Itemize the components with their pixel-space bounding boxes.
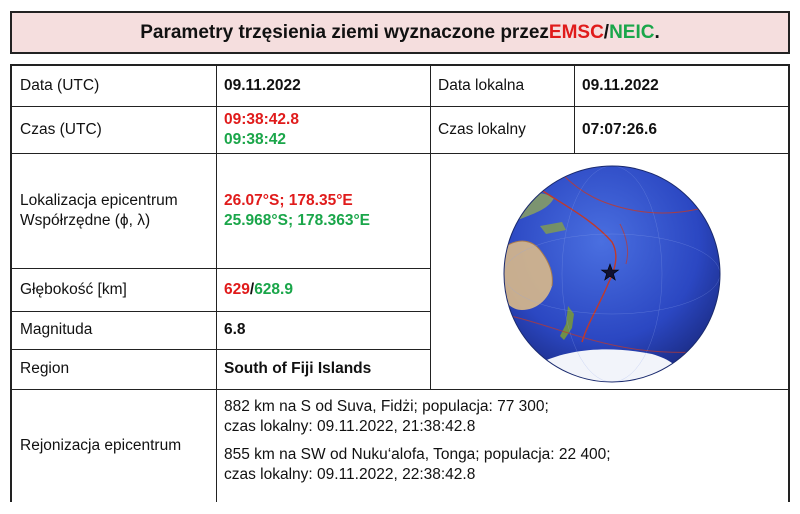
region-value: South of Fiji Islands [224, 360, 372, 377]
depth-label: Głębokość [km] [20, 280, 127, 298]
australia-landmass [504, 241, 553, 310]
local-time-value: 07:07:26.6 [582, 120, 657, 138]
title-text: Parametry trzęsienia ziemi wyznaczone pr… [140, 21, 549, 43]
regionalization-line4: czas lokalny: 09.11.2022, 22:38:42.8 [224, 466, 476, 483]
plate-boundary [531, 183, 617, 343]
epicenter-star-icon [600, 263, 620, 281]
title-neic: NEIC [609, 21, 655, 43]
magnitude-label: Magnituda [20, 321, 93, 338]
depth-emsc: 629 [224, 280, 250, 298]
regionalization-line1: 882 km na S od Suva, Fidżi; populacja: 7… [224, 398, 549, 415]
time-neic: 09:38:42 [224, 130, 287, 148]
time-utc-label: Czas (UTC) [20, 120, 102, 138]
regionalization-line3: 855 km na SW od Nuku‘alofa, Tonga; popul… [224, 446, 611, 463]
location-label-line1: Lokalizacja epicentrum [20, 191, 178, 209]
depth-separator: / [249, 280, 255, 298]
location-emsc: 26.07°S; 178.35°E [224, 191, 353, 209]
magnitude-value: 6.8 [224, 321, 246, 338]
regionalization-values: 882 km na S od Suva, Fidżi; populacja: 7… [216, 389, 788, 502]
location-values: 26.07°S; 178.35°E 25.968°S; 178.363°E [216, 153, 430, 268]
local-date-value: 09.11.2022 [582, 77, 659, 94]
page-title: Parametry trzęsienia ziemi wyznaczone pr… [10, 11, 790, 54]
local-date-label: Data lokalna [438, 77, 525, 94]
depth-neic: 628.9 [254, 280, 293, 298]
globe-map [503, 165, 721, 383]
title-emsc: EMSC [548, 21, 604, 43]
depth-values: 629/628.9 [216, 268, 430, 311]
parameters-table: Data (UTC) 09.11.2022 Data lokalna 09.11… [10, 64, 790, 502]
time-utc-values: 09:38:42.8 09:38:42 [216, 106, 430, 153]
title-slash: / [603, 21, 610, 43]
location-label-line2: Współrzędne (ϕ, λ) [20, 211, 151, 229]
date-utc-label: Data (UTC) [20, 77, 100, 94]
date-utc-value: 09.11.2022 [224, 77, 301, 94]
location-label: Lokalizacja epicentrum Współrzędne (ϕ, λ… [12, 153, 216, 268]
location-neic: 25.968°S; 178.363°E [224, 211, 370, 229]
title-dot: . [654, 21, 660, 43]
region-label: Region [20, 360, 70, 377]
regionalization-line2: czas lokalny: 09.11.2022, 21:38:42.8 [224, 418, 476, 435]
local-time-label: Czas lokalny [438, 120, 526, 138]
time-emsc: 09:38:42.8 [224, 110, 299, 128]
regionalization-label: Rejonizacja epicentrum [20, 436, 182, 454]
